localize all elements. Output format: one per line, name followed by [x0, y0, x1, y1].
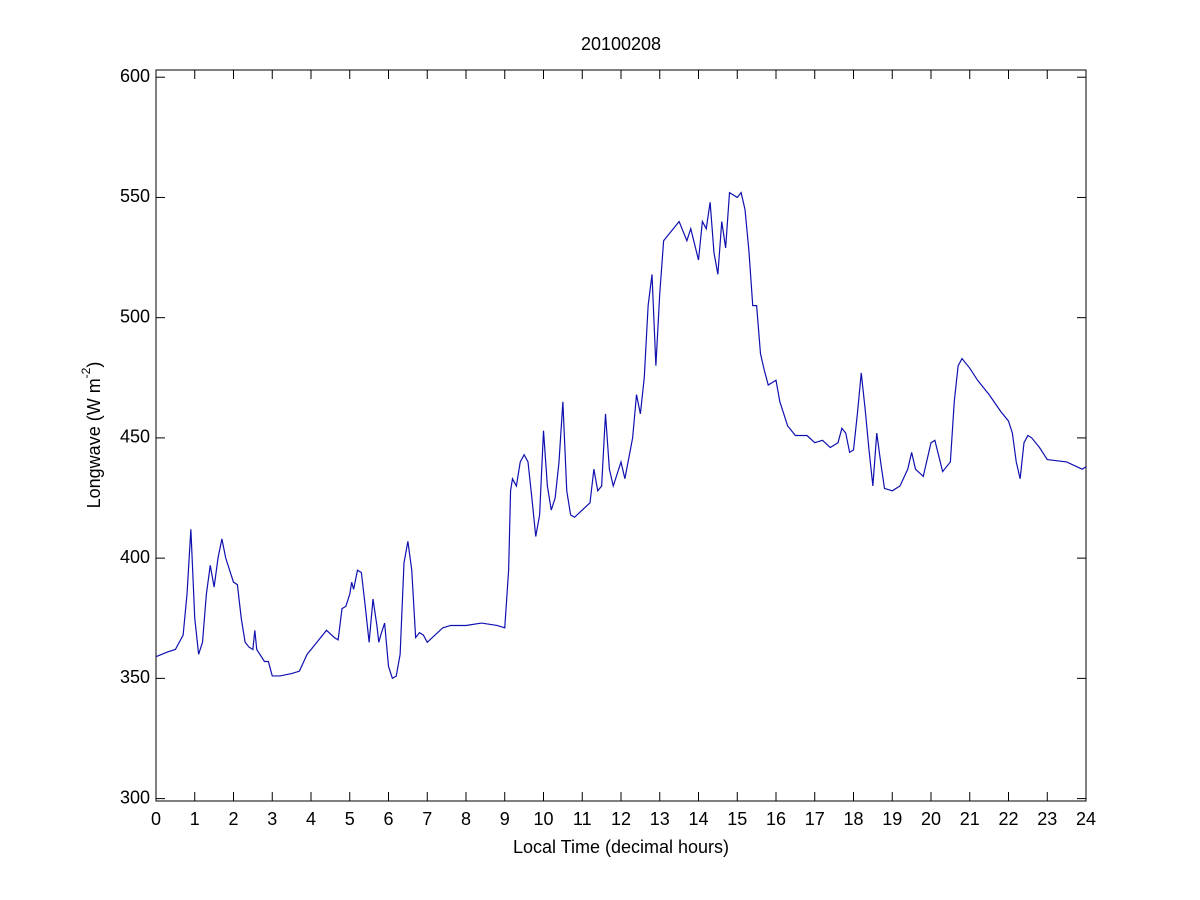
x-tick-label: 16 [766, 809, 786, 829]
x-tick-label: 4 [306, 809, 316, 829]
y-label-text: Longwave (W m [84, 378, 104, 508]
line-series [155, 191, 1087, 680]
x-tick-label: 18 [843, 809, 863, 829]
x-tick-label: 8 [461, 809, 471, 829]
x-tick-label: 9 [500, 809, 510, 829]
x-tick-label: 3 [267, 809, 277, 829]
x-tick-label: 12 [611, 809, 631, 829]
y-label-end: ) [84, 362, 104, 368]
y-label-superscript: -2 [79, 367, 93, 378]
x-tick-label: 17 [805, 809, 825, 829]
x-tick-label: 23 [1037, 809, 1057, 829]
x-tick-label: 22 [998, 809, 1018, 829]
x-tick-label: 14 [688, 809, 708, 829]
y-tick-label: 550 [120, 186, 150, 206]
x-tick-label: 24 [1076, 809, 1096, 829]
chart-title: 20100208 [581, 34, 661, 54]
x-tick-label: 19 [882, 809, 902, 829]
y-tick-label: 350 [120, 667, 150, 687]
y-tick-label: 450 [120, 427, 150, 447]
y-tick-label: 400 [120, 547, 150, 567]
x-tick-label: 10 [533, 809, 553, 829]
x-tick-label: 15 [727, 809, 747, 829]
y-tick-label: 500 [120, 306, 150, 326]
x-tick-label: 6 [383, 809, 393, 829]
x-tick-label: 13 [650, 809, 670, 829]
x-tick-label: 1 [190, 809, 200, 829]
x-tick-label: 5 [345, 809, 355, 829]
x-tick-label: 20 [921, 809, 941, 829]
y-tick-label: 300 [120, 787, 150, 807]
x-axis-label: Local Time (decimal hours) [513, 837, 729, 857]
x-tick-label: 7 [422, 809, 432, 829]
x-tick-label: 21 [960, 809, 980, 829]
y-axis-label: Longwave (W m-2) [79, 362, 104, 509]
y-tick-label: 600 [120, 66, 150, 86]
x-tick-label: 11 [573, 809, 592, 829]
x-tick-label: 2 [228, 809, 238, 829]
x-tick-label: 0 [151, 809, 161, 829]
